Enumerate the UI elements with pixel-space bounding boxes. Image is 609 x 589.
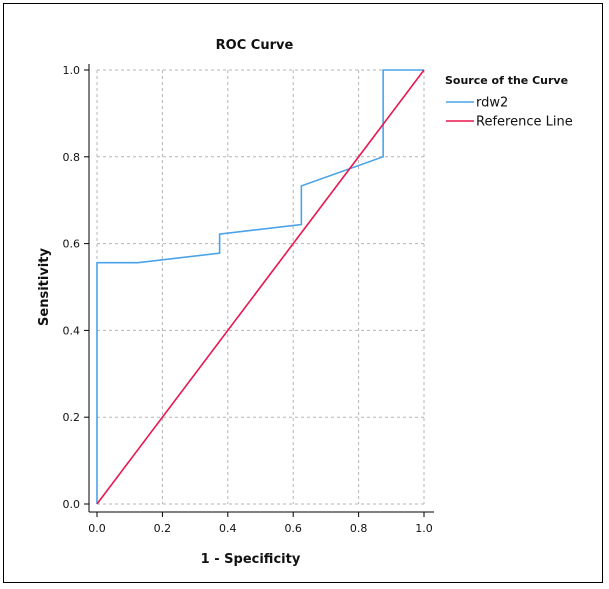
x-axis-label: 1 - Specificity <box>201 552 301 567</box>
series-group <box>96 69 425 505</box>
chart-frame: 0.0 0.2 0.4 0.6 0.8 1.0 0.0 0.2 0.4 0.6 0.8 1.0 ROC… <box>3 3 603 583</box>
series-line-1 <box>96 69 425 505</box>
x-tick-label: 0.6 <box>284 522 302 535</box>
y-axis-label: Sensitivity <box>37 248 52 326</box>
series-line-0 <box>96 69 424 504</box>
x-tick-label: 0.0 <box>88 522 106 535</box>
x-tick-label: 0.4 <box>219 522 237 535</box>
roc-chart: 0.0 0.2 0.4 0.6 0.8 1.0 0.0 0.2 0.4 0.6 0.8 1.0 ROC… <box>37 38 573 567</box>
grid <box>96 69 425 505</box>
x-tick-label: 0.2 <box>154 522 172 535</box>
x-tick-label: 0.8 <box>350 522 368 535</box>
axes: 0.0 0.2 0.4 0.6 0.8 1.0 0.0 0.2 0.4 0.6 0.8 1.0 <box>63 64 434 535</box>
y-tick-label: 1.0 <box>63 64 81 77</box>
y-tick-label: 0.0 <box>63 498 81 511</box>
legend: Source of the Curve rdw2 Reference Line <box>445 74 573 130</box>
legend-title: Source of the Curve <box>445 74 568 87</box>
legend-entry-1: Reference Line <box>476 115 573 130</box>
y-tick-label: 0.2 <box>63 411 81 424</box>
y-tick-label: 0.8 <box>63 151 81 164</box>
y-tick-label: 0.4 <box>63 324 81 337</box>
chart-title: ROC Curve <box>216 38 294 53</box>
y-tick-label: 0.6 <box>63 238 81 251</box>
legend-entry-0: rdw2 <box>476 96 508 111</box>
x-tick-label: 1.0 <box>415 522 433 535</box>
